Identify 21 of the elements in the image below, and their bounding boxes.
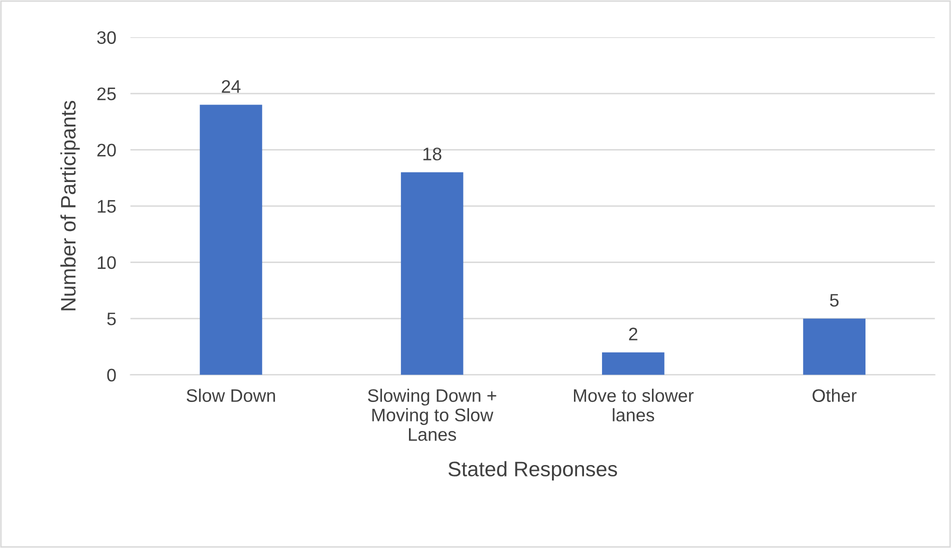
y-tick-label: 0	[107, 368, 116, 382]
y-tick-label: 10	[98, 256, 116, 270]
y-tick-label: 30	[97, 31, 116, 44]
x-axis-title: Stated Responses	[448, 461, 618, 481]
data-label: 18	[423, 148, 442, 160]
bar	[200, 104, 262, 375]
y-axis-title: Number of Participants	[60, 100, 80, 310]
y-tick-label: 25	[97, 87, 116, 100]
x-tick-label: Other	[812, 388, 857, 402]
bar	[803, 318, 866, 375]
y-tick-label: 15	[98, 200, 116, 213]
bar	[602, 352, 664, 375]
y-tick-label: 20	[97, 144, 116, 157]
x-tick-label: Move to slower lanes	[574, 388, 694, 422]
data-label: 24	[222, 80, 240, 93]
y-tick-label: 5	[107, 312, 116, 326]
data-label: 2	[629, 328, 638, 340]
data-label: 5	[830, 294, 839, 307]
x-tick-label: Slowing Down + Moving to Slow Lanes	[368, 388, 496, 441]
x-tick-label: Slow Down	[186, 388, 275, 402]
bar	[400, 172, 464, 375]
